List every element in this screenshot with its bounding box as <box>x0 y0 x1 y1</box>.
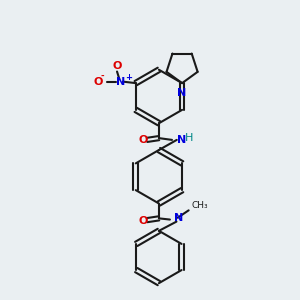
Text: O: O <box>139 136 148 146</box>
Text: N: N <box>174 213 183 224</box>
Text: H: H <box>184 133 193 142</box>
Text: N: N <box>116 76 125 87</box>
Text: O: O <box>139 216 148 226</box>
Text: O: O <box>112 61 122 70</box>
Text: N: N <box>178 88 187 98</box>
Text: O: O <box>93 76 103 87</box>
Text: N: N <box>177 136 186 146</box>
Text: -: - <box>100 72 104 81</box>
Text: +: + <box>125 73 132 82</box>
Text: CH₃: CH₃ <box>192 201 208 210</box>
